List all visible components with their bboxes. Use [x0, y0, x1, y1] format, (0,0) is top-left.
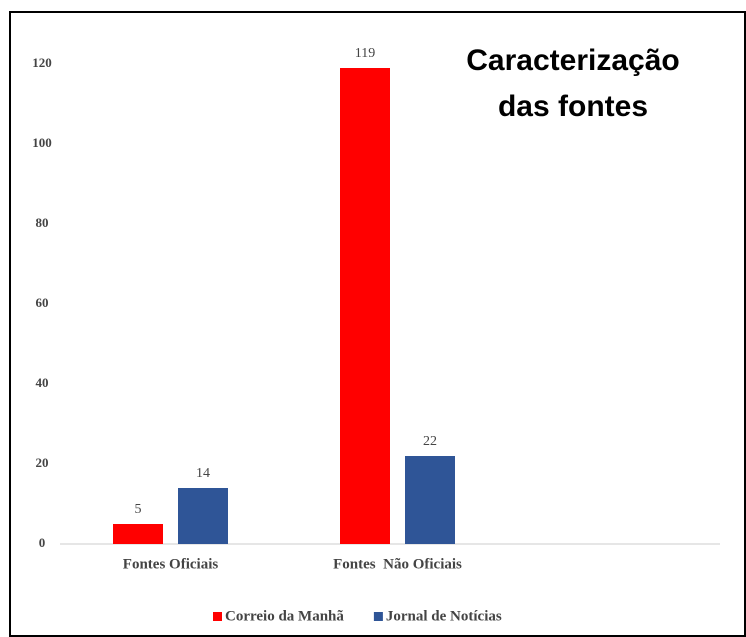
value-label: 14: [196, 466, 210, 481]
legend-label: Correio da Manhã: [225, 608, 344, 624]
legend-label: Jornal de Notícias: [386, 608, 502, 624]
value-label: 5: [135, 502, 142, 517]
y-tick-label: 40: [36, 375, 49, 390]
value-label: 22: [423, 434, 437, 449]
bar: [113, 524, 163, 544]
y-tick-label: 0: [39, 535, 46, 550]
chart-title: das fontes: [498, 90, 648, 123]
x-tick-label: Fontes Não Oficiais: [333, 556, 462, 572]
legend-swatch: [213, 612, 222, 621]
y-tick-label: 20: [36, 455, 49, 470]
y-tick-label: 60: [36, 295, 49, 310]
value-label: 119: [355, 46, 375, 61]
bar: [340, 68, 390, 544]
y-tick-label: 80: [36, 215, 49, 230]
legend-swatch: [373, 612, 383, 621]
chart-title: Caracterização: [466, 44, 679, 77]
x-tick-label: Fontes Oficiais: [123, 556, 219, 572]
bar: [405, 456, 455, 544]
y-tick-label: 120: [32, 55, 52, 70]
frame: [9, 11, 746, 637]
bar: [178, 488, 228, 544]
y-tick-label: 100: [32, 135, 52, 150]
